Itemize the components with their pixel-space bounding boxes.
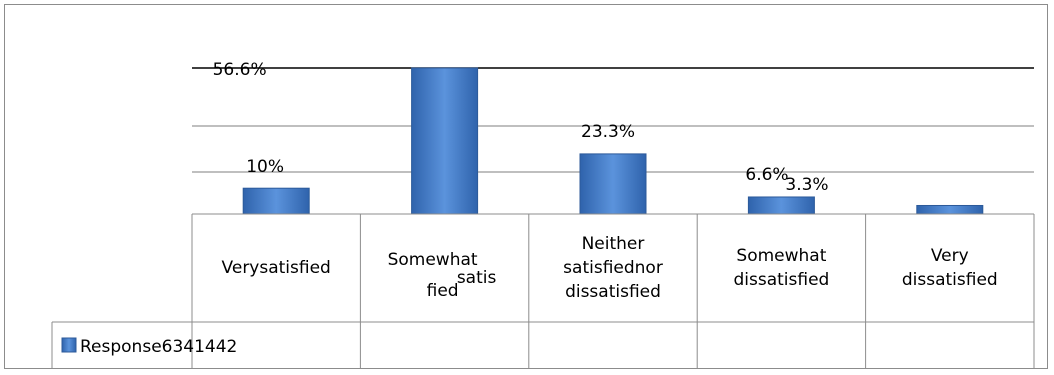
table-values: 6341442 xyxy=(162,337,238,357)
category-label: Neither xyxy=(582,234,645,254)
bar-5 xyxy=(916,204,984,215)
legend-label: Response xyxy=(80,337,162,357)
category-labels: Verysatisfied SomewhatsatisfiedNeithersat… xyxy=(222,234,998,302)
legend: Response6341442 xyxy=(61,337,237,357)
chart-frame xyxy=(4,4,1048,369)
category-label: Somewhat xyxy=(388,250,478,270)
data-label: 56.6% xyxy=(213,60,267,80)
bar-1 xyxy=(242,187,310,215)
category-label: fied xyxy=(427,281,459,301)
data-labels: 10% 56.6% 23.3% 6.6%3.3% xyxy=(213,60,829,195)
category-label: satisfiednor xyxy=(563,258,663,278)
bar-2 xyxy=(411,67,479,215)
category-label: dissatisfied xyxy=(565,282,661,302)
data-label: 3.3% xyxy=(785,175,828,195)
category-label: dissatisfied xyxy=(733,270,829,290)
data-label: 6.6% xyxy=(745,165,788,185)
data-label: 10% xyxy=(246,157,284,177)
category-label: Somewhat xyxy=(736,246,826,266)
bars xyxy=(242,67,984,215)
legend-swatch xyxy=(61,337,77,353)
data-table xyxy=(51,213,1035,369)
category-label: satis xyxy=(457,268,497,288)
category-label: Very xyxy=(931,246,969,266)
category-label: Verysatisfied xyxy=(222,258,331,278)
bar-4 xyxy=(747,196,815,215)
data-label: 23.3% xyxy=(581,122,635,142)
category-label: dissatisfied xyxy=(902,270,998,290)
bar-3 xyxy=(579,153,647,215)
svg-text:Response6341442: Response6341442 xyxy=(80,337,237,357)
